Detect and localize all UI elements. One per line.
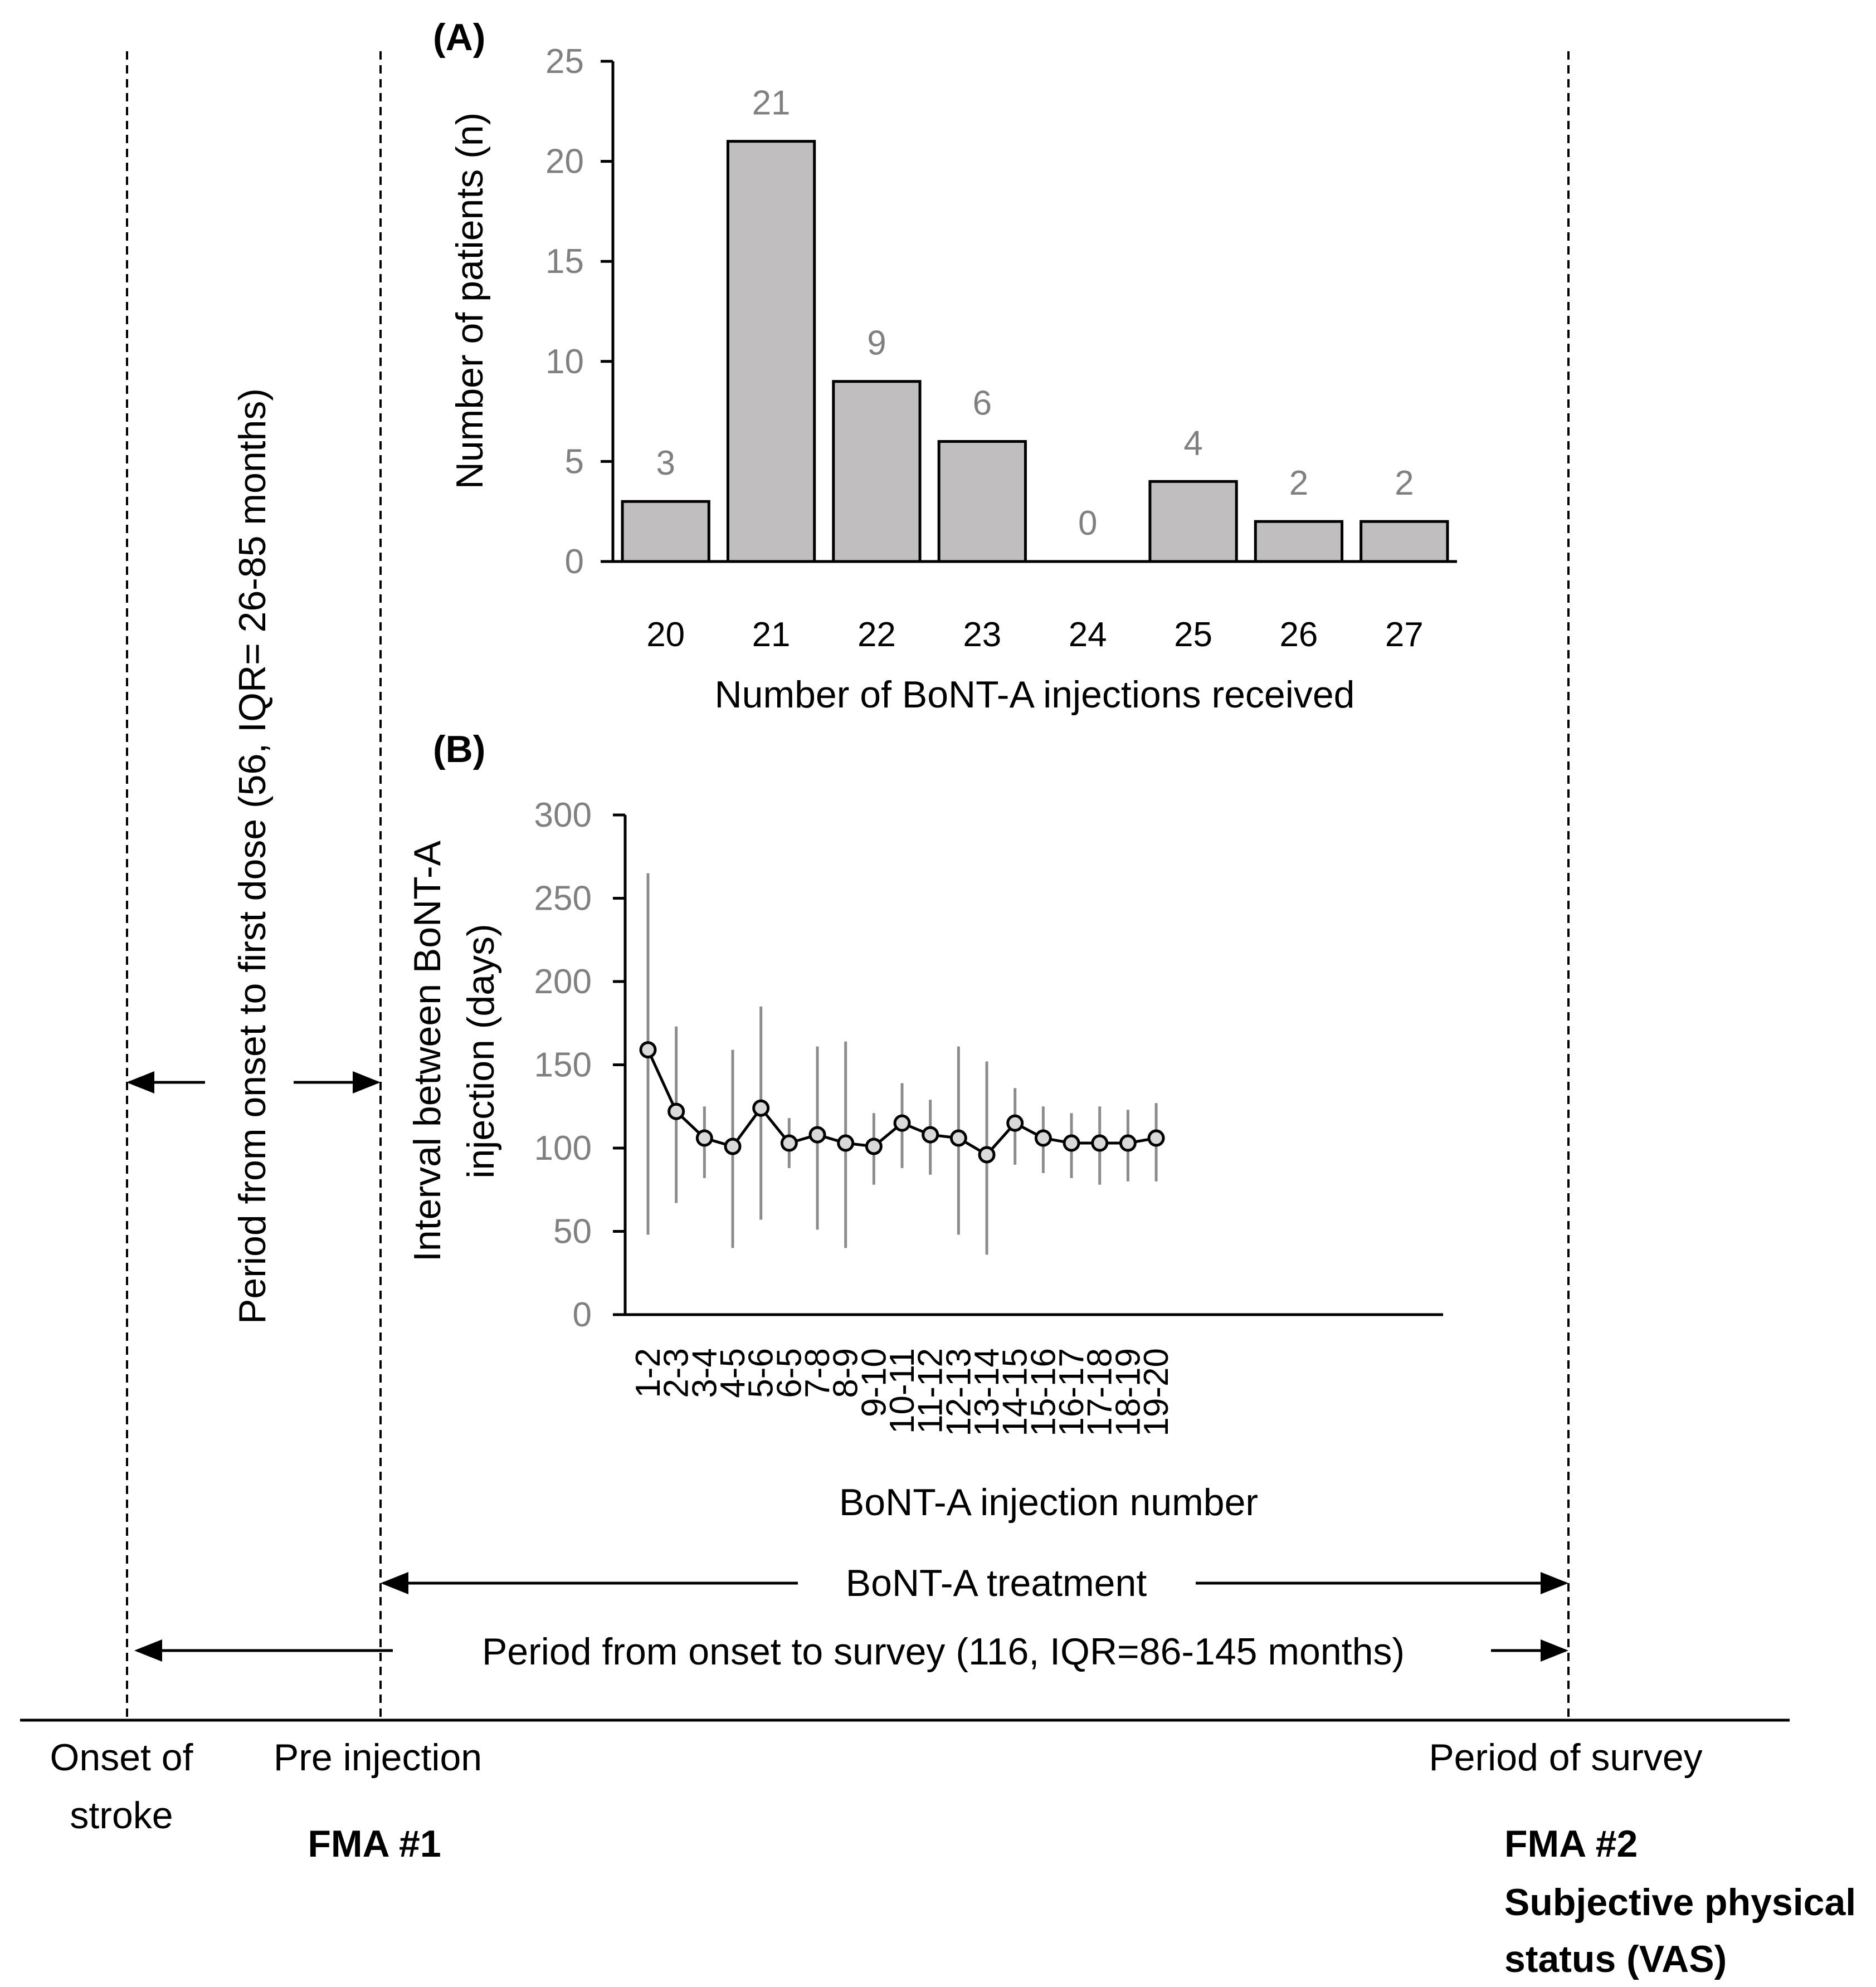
panel-b-point bbox=[1091, 1134, 1109, 1152]
survey-label: Period of survey bbox=[1429, 1736, 1702, 1779]
onset-label-line-2: stroke bbox=[70, 1794, 173, 1837]
panel-b-y-tick-label: 100 bbox=[534, 1129, 592, 1168]
panel-b-point bbox=[1034, 1129, 1052, 1147]
panel-b-y-tick-label: 50 bbox=[553, 1213, 592, 1251]
panel-b-point bbox=[1063, 1134, 1080, 1152]
panel-a-x-tick-label: 22 bbox=[857, 616, 896, 654]
panel-a-data-label: 9 bbox=[867, 324, 886, 363]
fma2-label: FMA #2 bbox=[1504, 1823, 1638, 1865]
panel-a-y-tick-label: 5 bbox=[565, 442, 584, 481]
panel-a-data-label: 2 bbox=[1289, 464, 1308, 502]
panel-b-y-tick-label: 200 bbox=[534, 963, 592, 1001]
panel-b-point bbox=[1119, 1134, 1137, 1152]
panel-b-x-tick-label: 2-3 bbox=[657, 1348, 696, 1398]
panel-b-point bbox=[639, 1041, 657, 1059]
panel-b-x-tick-label: 4-5 bbox=[714, 1348, 752, 1398]
panel-b-point bbox=[780, 1134, 798, 1152]
panel-b-x-axis-title: BoNT-A injection number bbox=[839, 1481, 1258, 1524]
panel-b-y-axis-title-line-1: Interval between BoNT-A bbox=[406, 840, 449, 1262]
panel-a-data-label: 2 bbox=[1395, 464, 1414, 502]
panel-b-point bbox=[978, 1146, 996, 1164]
panel-a-bar bbox=[1254, 520, 1344, 563]
onset-label-line-1: Onset of bbox=[50, 1736, 193, 1779]
panel-b-y-tick-label: 250 bbox=[534, 880, 592, 918]
panel-a-x-tick-label: 26 bbox=[1279, 616, 1318, 654]
panel-a-y-tick-label: 10 bbox=[545, 343, 584, 381]
panel-b-x-tick-label: 1-2 bbox=[629, 1348, 667, 1398]
panel-a-x-tick-label: 24 bbox=[1069, 616, 1107, 654]
panel-a-bar-chart: (A) Number of patients (n) Number of BoN… bbox=[433, 16, 1457, 716]
panel-b-point bbox=[949, 1129, 967, 1147]
panel-a-data-label: 3 bbox=[656, 444, 675, 482]
panel-b-x-tick-label: 13-14 bbox=[968, 1348, 1006, 1437]
panel-b-x-tick-label: 19-20 bbox=[1137, 1348, 1176, 1437]
panel-b-y-axis-title-line-2: injection (days) bbox=[460, 924, 502, 1178]
panel-b-point bbox=[752, 1099, 770, 1117]
panel-b-x-tick-label: 16-17 bbox=[1052, 1348, 1091, 1437]
survey-period-label: Period from onset to survey (116, IQR=86… bbox=[482, 1630, 1405, 1673]
panel-a-x-tick-label: 20 bbox=[646, 616, 685, 654]
panel-a-y-tick-label: 15 bbox=[545, 242, 584, 281]
panel-a-data-label: 6 bbox=[973, 384, 992, 422]
panel-b-point bbox=[695, 1129, 713, 1147]
panel-b-x-tick-label: 7-8 bbox=[798, 1348, 837, 1398]
panel-b-point bbox=[667, 1102, 685, 1120]
panel-b-x-tick-label: 11-12 bbox=[912, 1348, 950, 1434]
panel-b-x-tick-label: 5-6 bbox=[742, 1348, 781, 1398]
panel-b-x-tick-label: 17-18 bbox=[1081, 1348, 1119, 1437]
panel-b-line-chart: (B) Interval between BoNT-A injection (d… bbox=[406, 728, 1443, 1524]
panel-b-x-tick-label: 3-4 bbox=[685, 1348, 724, 1398]
panel-b-point bbox=[1006, 1114, 1024, 1132]
panel-a-y-axis-title: Number of patients (n) bbox=[449, 113, 491, 490]
vas-label-line-1: Subjective physical bbox=[1504, 1881, 1856, 1923]
panel-b-point bbox=[865, 1137, 883, 1155]
first-dose-period-label: Period from onset to first dose (56, IQR… bbox=[231, 388, 274, 1324]
panel-b-x-tick-label: 8-9 bbox=[827, 1348, 865, 1398]
panel-b-x-tick-label: 14-15 bbox=[996, 1348, 1035, 1437]
panel-b-x-tick-label: 18-19 bbox=[1109, 1348, 1147, 1437]
panel-a-bar bbox=[937, 440, 1027, 563]
panel-a-tag: (A) bbox=[433, 16, 485, 58]
treatment-label: BoNT-A treatment bbox=[846, 1562, 1147, 1604]
panel-b-point bbox=[893, 1114, 911, 1132]
panel-a-bar bbox=[1360, 520, 1449, 563]
panel-b-x-tick-label: 10-11 bbox=[883, 1348, 922, 1434]
panel-a-y-tick-label: 20 bbox=[545, 143, 584, 181]
panel-b-point bbox=[837, 1134, 855, 1152]
panel-b-point bbox=[808, 1126, 826, 1144]
panel-b-y-tick-label: 300 bbox=[534, 796, 592, 834]
panel-a-y-tick-label: 0 bbox=[565, 543, 584, 581]
panel-a-bar bbox=[1148, 480, 1238, 563]
panel-a-bar bbox=[726, 140, 816, 563]
panel-a-y-tick-label: 25 bbox=[545, 42, 584, 81]
panel-a-data-label: 4 bbox=[1183, 424, 1202, 462]
panel-a-x-tick-label: 27 bbox=[1385, 616, 1424, 654]
panel-b-point bbox=[1147, 1129, 1165, 1147]
panel-a-x-axis-title: Number of BoNT-A injections received bbox=[715, 673, 1355, 716]
panel-b-x-tick-label: 6-5 bbox=[770, 1348, 808, 1398]
panel-b-x-tick-label: 9-10 bbox=[855, 1348, 893, 1417]
panel-b-tag: (B) bbox=[433, 728, 485, 770]
panel-b-x-tick-label: 12-13 bbox=[939, 1348, 978, 1437]
panel-a-x-tick-label: 23 bbox=[963, 616, 1001, 654]
panel-a-bar bbox=[832, 380, 922, 563]
panel-a-data-label: 21 bbox=[752, 84, 791, 123]
panel-b-x-tick-label: 15-16 bbox=[1024, 1348, 1063, 1437]
pre-injection-label: Pre injection bbox=[274, 1736, 482, 1779]
panel-b-point bbox=[724, 1137, 742, 1155]
panel-b-y-tick-label: 0 bbox=[573, 1296, 592, 1334]
fma1-label: FMA #1 bbox=[308, 1823, 441, 1865]
panel-a-x-tick-label: 25 bbox=[1174, 616, 1212, 654]
panel-a-x-tick-label: 21 bbox=[752, 616, 791, 654]
panel-a-data-label: 0 bbox=[1078, 504, 1097, 543]
panel-a-bar bbox=[621, 500, 710, 563]
panel-b-y-tick-label: 150 bbox=[534, 1046, 592, 1085]
vas-label-line-2: status (VAS) bbox=[1504, 1938, 1727, 1980]
panel-b-point bbox=[922, 1126, 939, 1144]
